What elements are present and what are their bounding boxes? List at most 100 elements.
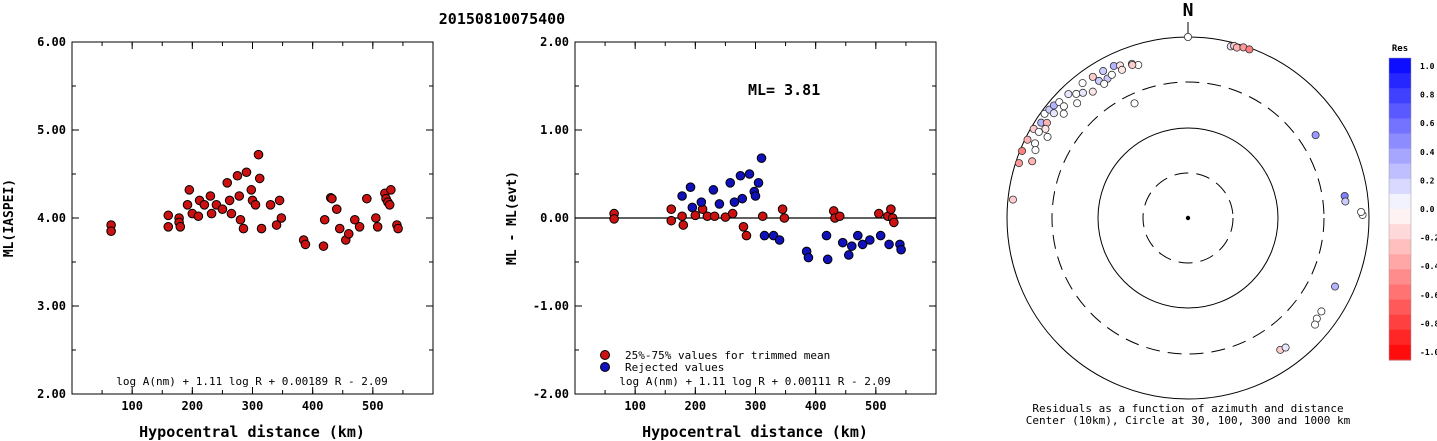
station-point [1034, 127, 1043, 136]
station-point [1078, 88, 1087, 97]
data-point [163, 222, 174, 232]
ytick-label: 4.00 [37, 211, 66, 225]
station-point [1245, 45, 1254, 54]
ytick-label: -1.00 [533, 299, 569, 313]
data-point [254, 173, 265, 184]
xtick-label: 200 [181, 399, 203, 413]
station-point [1100, 79, 1109, 88]
data-point [874, 208, 884, 219]
panel1-ylabel: ML(IASPEI) [2, 179, 17, 257]
xtick-label: 500 [362, 399, 384, 413]
data-point [253, 149, 264, 160]
data-point [843, 250, 854, 260]
colorbar-segment [1389, 58, 1411, 74]
data-point [666, 215, 677, 226]
ytick-label: 0.00 [540, 211, 569, 225]
xtick-label: 400 [805, 399, 827, 413]
xtick-label: 400 [302, 399, 324, 413]
data-point [205, 191, 216, 201]
data-point [232, 170, 243, 181]
colorbar-tick-label: -0.4 [1420, 262, 1437, 271]
colorbar-segment [1389, 193, 1411, 210]
colorbar-tick-label: -0.6 [1420, 291, 1437, 300]
data-point [238, 223, 249, 234]
panel1-xlabel: Hypocentral distance (km) [139, 423, 365, 441]
data-point [234, 191, 245, 201]
legend-marker-rejected [600, 362, 610, 372]
station-point [1059, 109, 1068, 118]
station-point [1118, 65, 1127, 74]
panel1-formula: log A(nm) + 1.11 log R + 0.00189 R - 2.0… [116, 375, 388, 388]
xtick-label: 100 [121, 399, 143, 413]
data-point [834, 211, 845, 222]
data-point [708, 185, 719, 195]
station-point [1008, 195, 1017, 204]
data-point [756, 153, 767, 163]
data-point [300, 239, 311, 250]
station-point [1023, 135, 1032, 144]
station-point [1128, 60, 1137, 69]
colorbar-tick-label: -1.0 [1420, 348, 1437, 357]
station-point [1059, 102, 1068, 111]
data-point [182, 200, 193, 210]
colorbar-tick-label: 1.0 [1420, 62, 1435, 71]
data-point [896, 244, 906, 255]
data-point [889, 217, 899, 228]
station-point [1028, 157, 1037, 166]
ytick-label: 5.00 [37, 123, 66, 137]
station-point [1031, 146, 1040, 155]
data-point [729, 197, 740, 207]
xtick-label: 300 [242, 399, 264, 413]
colorbar-segment [1389, 284, 1411, 301]
data-point [714, 199, 725, 209]
colorbar-segment [1389, 224, 1411, 240]
data-point [334, 223, 345, 234]
colorbar-segment [1389, 148, 1411, 165]
data-point [250, 200, 261, 210]
station-point [1311, 131, 1320, 140]
ytick-label: 1.00 [540, 123, 569, 137]
ytick-label: -2.00 [533, 387, 569, 401]
colorbar-segment [1389, 254, 1411, 270]
colorbar-tick-label: -0.8 [1420, 319, 1437, 328]
station-point [1088, 72, 1097, 81]
colorbar-segment [1389, 133, 1411, 150]
data-point [384, 200, 395, 210]
ring-100km [1097, 127, 1279, 309]
data-point [884, 239, 894, 250]
ml-residual-panel: ML - ML(evt) Hypocentral distance (km) M… [505, 35, 937, 441]
data-point [184, 185, 195, 195]
data-point [774, 235, 785, 245]
data-point [371, 213, 381, 223]
data-point [393, 223, 403, 234]
data-point [677, 191, 687, 201]
polar-caption-line1: Residuals as a function of azimuth and d… [1032, 402, 1343, 415]
colorbar-segment [1389, 344, 1411, 361]
north-label: N [1183, 0, 1194, 21]
colorbar-segment [1389, 73, 1411, 89]
data-point [822, 254, 833, 265]
data-point [685, 182, 696, 192]
data-point [779, 213, 790, 223]
data-point [318, 241, 329, 251]
ytick-label: 6.00 [37, 35, 66, 49]
ytick-label: 2.00 [540, 35, 569, 49]
colorbar-title: Res [1392, 44, 1408, 54]
data-point [276, 213, 287, 223]
data-point [206, 208, 217, 219]
data-point [777, 204, 788, 214]
station-point [1107, 70, 1116, 79]
colorbar-segment [1389, 209, 1411, 225]
data-point [271, 220, 282, 230]
data-point [331, 204, 342, 214]
legend-label-accepted: 25%-75% values for trimmed mean [625, 349, 830, 362]
data-point [803, 252, 814, 263]
station-point [1357, 207, 1366, 216]
data-point [678, 220, 689, 230]
station-point [1031, 139, 1040, 148]
data-point [741, 230, 752, 241]
data-point [193, 211, 204, 222]
station-point [1064, 90, 1073, 99]
legend-marker-accepted [600, 350, 610, 360]
